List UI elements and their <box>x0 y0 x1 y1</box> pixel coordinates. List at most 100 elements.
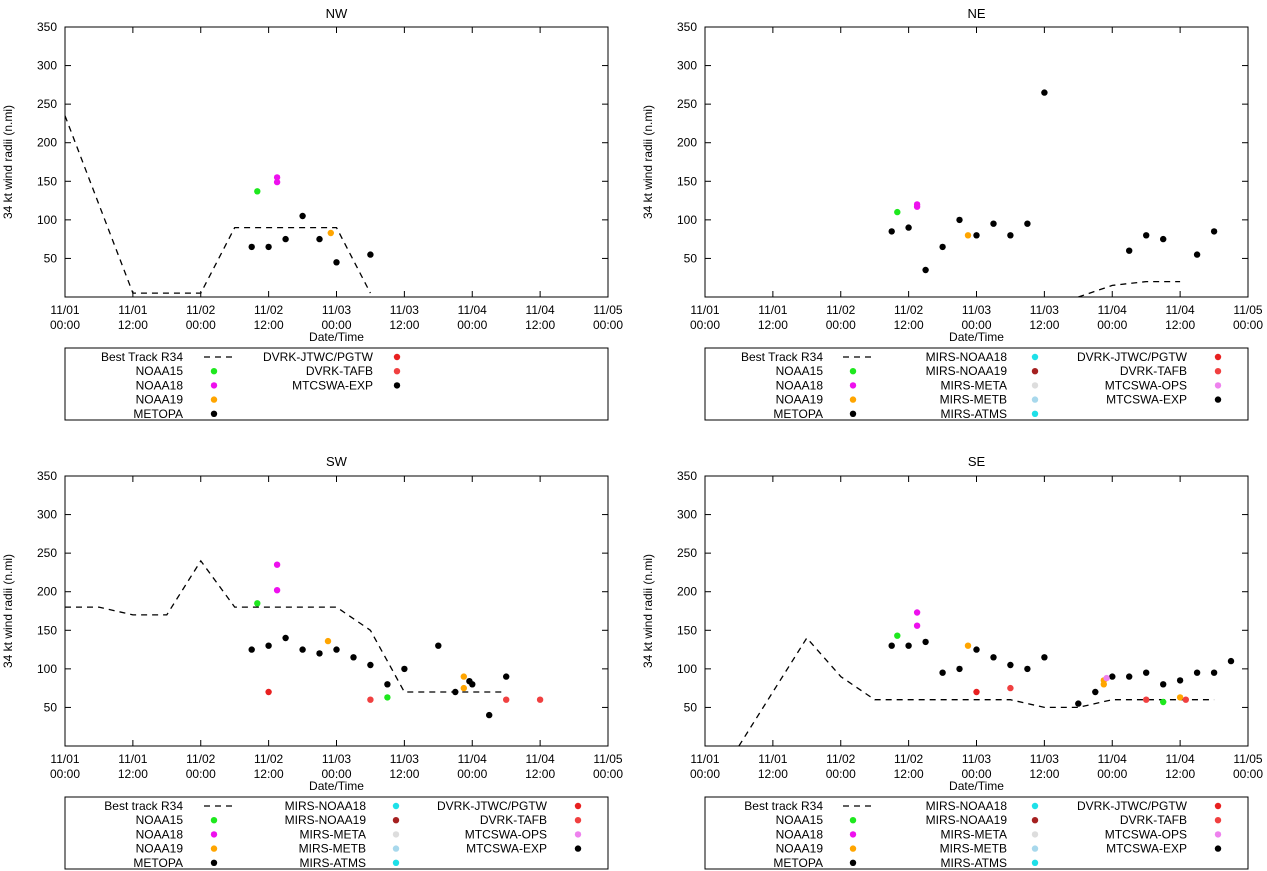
y-tick-label: 100 <box>677 662 697 676</box>
legend-swatch-mirs-atms <box>1031 410 1039 417</box>
point-dvrk-tafb <box>367 696 374 703</box>
x-tick-label-time: 00:00 <box>593 318 623 332</box>
point-mtcswa-exp <box>990 654 997 661</box>
x-tick-label-date: 11/02 <box>894 752 923 766</box>
x-tick-label-time: 12:00 <box>389 767 419 781</box>
point-noaa19 <box>460 673 467 680</box>
x-tick-label-date: 11/05 <box>593 303 622 317</box>
x-tick-label-date: 11/03 <box>322 303 351 317</box>
x-tick-label-date: 11/04 <box>1098 303 1127 317</box>
point-noaa18 <box>913 203 921 210</box>
point-mtcswa-exp <box>299 212 306 220</box>
legend-swatch-dvrk-jtwc-pgtw <box>1214 802 1222 810</box>
legend-swatch-dvrk-tafb <box>574 817 582 824</box>
x-tick-label-date: 11/03 <box>962 303 991 317</box>
x-axis-label: Date/Time <box>309 330 364 344</box>
x-tick-label-time: 00:00 <box>826 767 856 781</box>
x-tick-label-date: 11/01 <box>50 303 79 317</box>
legend-label-noaa18: NOAA18 <box>136 378 184 392</box>
legend-swatch-noaa18 <box>849 382 857 389</box>
legend-swatch-mirs-noaa19 <box>392 817 400 824</box>
y-tick-label: 50 <box>684 700 698 714</box>
legend-label-mtcswa-exp: MTCSWA-EXP <box>466 842 547 856</box>
x-tick-label-time: 00:00 <box>1233 767 1263 781</box>
y-axis-label: 34 kt wind radii (n.mi) <box>1 554 15 668</box>
legend-swatch-mirs-metb <box>1031 845 1039 852</box>
x-tick-label-time: 00:00 <box>961 767 991 781</box>
point-mtcswa-exp <box>367 251 374 258</box>
legend-label-metopa: METOPA <box>773 856 823 870</box>
legend-frame <box>64 796 609 870</box>
panel-nw: NW5010015020025030035011/0100:0011/0112:… <box>1 6 623 421</box>
y-tick-label: 250 <box>37 97 57 111</box>
point-mtcswa-exp <box>1024 665 1031 673</box>
x-tick-label-date: 11/02 <box>254 752 283 766</box>
x-tick-label-date: 11/01 <box>118 752 147 766</box>
legend-label-metopa: METOPA <box>773 407 823 421</box>
point-noaa15 <box>384 694 391 701</box>
legend-label-mirs-noaa19: MIRS-NOAA19 <box>926 364 1008 378</box>
x-tick-label-time: 00:00 <box>321 767 351 781</box>
point-mtcswa-exp <box>469 681 476 688</box>
legend-swatch-noaa18 <box>210 831 218 838</box>
y-tick-label: 150 <box>677 623 697 637</box>
x-tick-label-time: 00:00 <box>457 767 487 781</box>
legend-label-mirs-metb: MIRS-METB <box>299 842 366 856</box>
x-tick-label-time: 12:00 <box>758 767 788 781</box>
x-tick-label-time: 00:00 <box>50 318 80 332</box>
legend-label-mtcswa-exp: MTCSWA-EXP <box>292 378 373 392</box>
legend-label-noaa15: NOAA15 <box>136 364 184 378</box>
legend-swatch-mirs-meta <box>1031 382 1039 389</box>
point-noaa15 <box>254 188 261 195</box>
point-mtcswa-exp <box>1024 220 1031 227</box>
point-mtcswa-exp <box>350 654 357 661</box>
x-tick-label-time: 00:00 <box>1097 318 1127 332</box>
legend-label-mtcswa-exp: MTCSWA-EXP <box>1106 842 1187 856</box>
x-tick-label-time: 12:00 <box>1029 318 1059 332</box>
plot-frame <box>64 475 609 747</box>
y-tick-label: 200 <box>37 136 57 150</box>
legend-label-noaa18: NOAA18 <box>776 827 824 841</box>
legend-swatch-dvrk-jtwc-pgtw <box>574 802 582 810</box>
legend-label-mirs-meta: MIRS-META <box>300 827 366 841</box>
panel-title: NW <box>326 6 348 21</box>
legend-swatch-mirs-noaa19 <box>1031 817 1039 824</box>
x-axis-label: Date/Time <box>949 330 1004 344</box>
point-mtcswa-exp <box>1075 700 1082 707</box>
point-mtcswa-exp <box>905 224 912 231</box>
legend-swatch-mirs-noaa18 <box>392 802 400 810</box>
x-tick-label-date: 11/02 <box>826 752 855 766</box>
legend-swatch-mirs-noaa19 <box>1031 368 1039 375</box>
legend-label-dvrk-jtwc-pgtw: DVRK-JTWC/PGTW <box>437 799 548 813</box>
legend-swatch-noaa15 <box>849 368 857 375</box>
x-tick-label-time: 00:00 <box>1097 767 1127 781</box>
point-noaa19 <box>964 642 972 649</box>
x-tick-label-date: 11/03 <box>1030 752 1059 766</box>
point-noaa19 <box>324 637 332 645</box>
legend-label-mirs-metb: MIRS-METB <box>940 393 1007 407</box>
x-tick-label-date: 11/03 <box>1030 303 1059 317</box>
point-mtcswa-exp <box>1126 247 1133 254</box>
x-tick-label-time: 12:00 <box>525 318 555 332</box>
legend-label-noaa19: NOAA19 <box>776 842 824 856</box>
legend-label-dvrk-jtwc-pgtw: DVRK-JTWC/PGTW <box>263 350 374 364</box>
legend-label-mirs-noaa18: MIRS-NOAA18 <box>285 799 367 813</box>
point-dvrk-jtwc-pgtw <box>973 688 980 696</box>
point-noaa19 <box>1176 694 1184 701</box>
legend-swatch-mirs-noaa18 <box>1031 353 1039 361</box>
point-mtcswa-exp <box>1143 232 1150 239</box>
legend-label-mtcswa-ops: MTCSWA-OPS <box>1105 827 1187 841</box>
legend-label-mirs-atms: MIRS-ATMS <box>941 856 1007 870</box>
point-mtcswa-exp <box>990 220 997 227</box>
legend-label-noaa18: NOAA18 <box>776 378 824 392</box>
legend-label-noaa19: NOAA19 <box>136 842 184 856</box>
legend-label-noaa15: NOAA15 <box>776 364 824 378</box>
point-mtcswa-exp <box>1210 669 1218 676</box>
x-tick-label-time: 00:00 <box>186 318 216 332</box>
point-metopa <box>1109 673 1116 680</box>
legend-label-mirs-metb: MIRS-METB <box>940 842 1007 856</box>
x-tick-label-time: 00:00 <box>457 318 487 332</box>
point-mtcswa-exp <box>401 665 408 673</box>
y-tick-label: 300 <box>37 508 57 522</box>
